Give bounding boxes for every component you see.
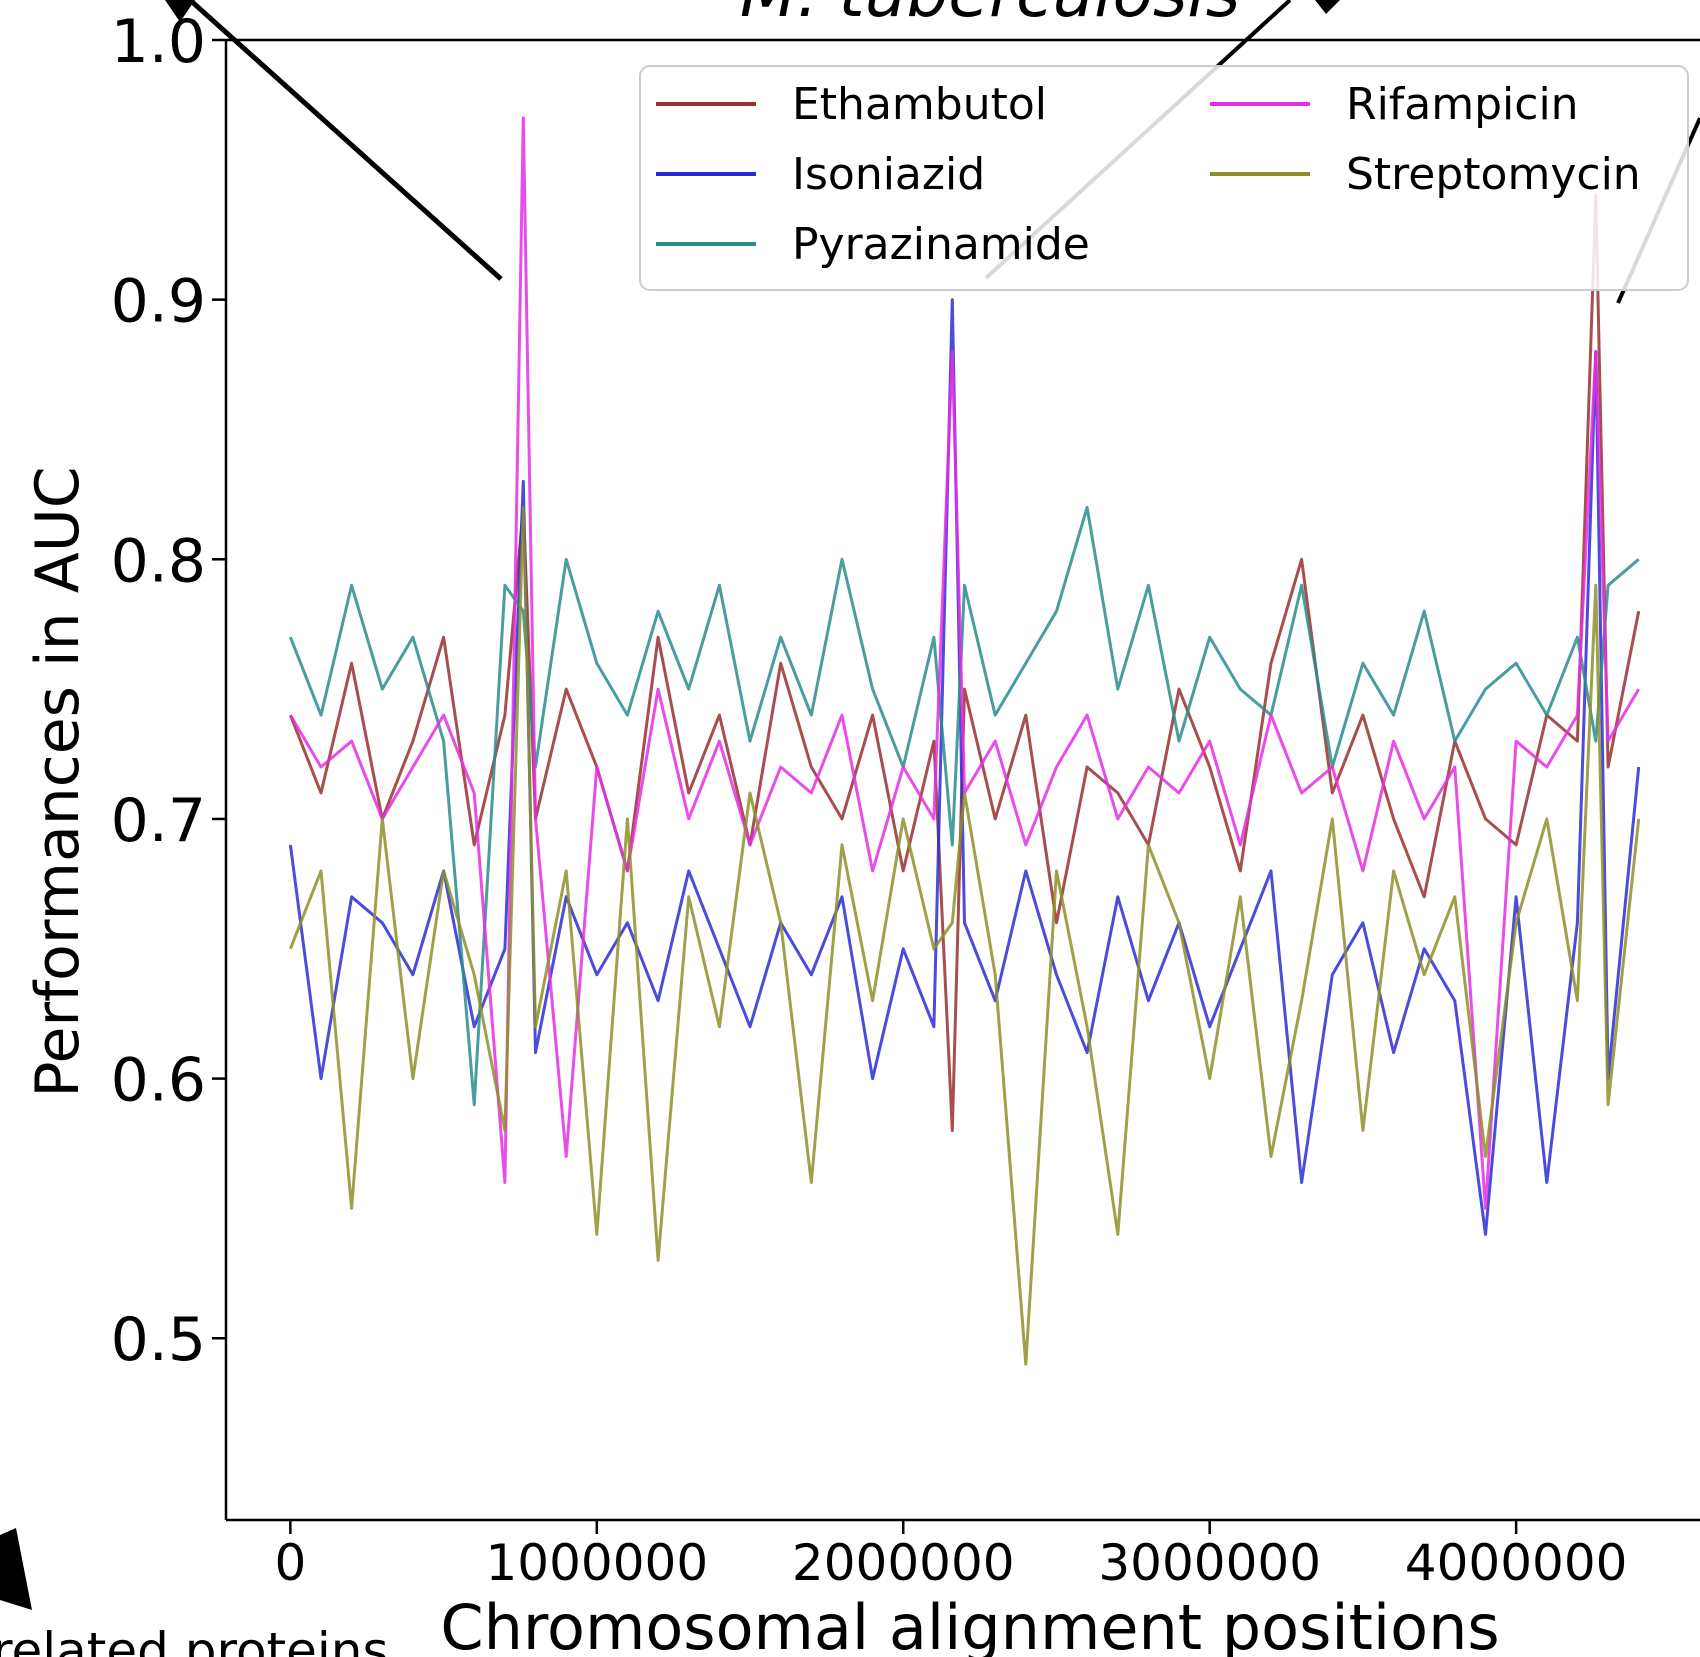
y-tick-label: 0.7 — [111, 786, 206, 856]
x-tick-label: 3000000 — [1098, 1534, 1321, 1592]
legend-label-streptomycin: Streptomycin — [1346, 149, 1641, 200]
x-tick-label: 2000000 — [792, 1534, 1015, 1592]
annotation-arrow-left — [188, 0, 503, 281]
annotation-arrowhead-bottom-left — [0, 1528, 32, 1610]
legend-label-ethambutol: Ethambutol — [792, 79, 1047, 130]
y-axis-label: Performances in AUC — [23, 466, 93, 1097]
footer-fragment: related proteins — [0, 1622, 389, 1657]
legend-box — [639, 65, 1689, 291]
x-axis-ticks: 0 1000000 2000000 3000000 4000000 — [274, 1520, 1627, 1592]
legend-label-isoniazid: Isoniazid — [792, 149, 985, 200]
y-axis-ticks: 0.5 0.6 0.7 0.8 0.9 1.0 — [111, 7, 226, 1375]
series-lines — [288, 116, 1641, 1366]
annotation-arrowhead-top-left — [165, 0, 195, 22]
legend: Ethambutol Isoniazid Pyrazinamide Rifampici… — [656, 79, 1641, 270]
x-tick-label: 0 — [274, 1534, 306, 1592]
series-line-streptomycin — [289, 505, 1641, 1366]
annotation-arrowhead-top-middle — [1315, 0, 1340, 14]
y-tick-label: 0.9 — [111, 267, 206, 337]
y-tick-label: 0.6 — [111, 1046, 206, 1116]
x-tick-label: 4000000 — [1405, 1534, 1628, 1592]
legend-label-rifampicin: Rifampicin — [1346, 79, 1579, 130]
chart-title: M. tuberculosis — [740, 0, 1240, 32]
y-tick-label: 1.0 — [111, 7, 206, 77]
y-tick-label: 0.5 — [111, 1305, 206, 1375]
x-axis-label: Chromosomal alignment positions — [440, 1591, 1499, 1657]
x-tick-label: 1000000 — [485, 1534, 708, 1592]
legend-label-pyrazinamide: Pyrazinamide — [792, 219, 1090, 270]
y-tick-label: 0.8 — [111, 526, 206, 596]
series-line-rifampicin — [289, 116, 1640, 1210]
